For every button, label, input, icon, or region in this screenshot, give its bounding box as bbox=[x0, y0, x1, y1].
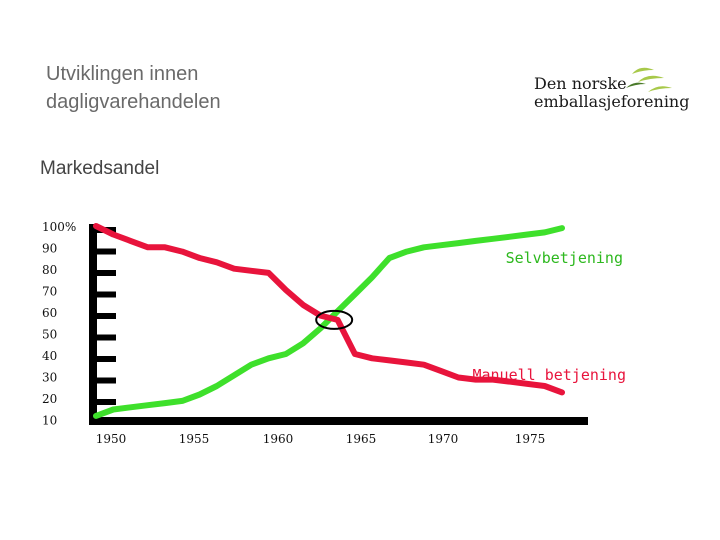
x-axis-ticks: 1950 1955 1960 1965 1970 1975 bbox=[96, 432, 546, 446]
data-point bbox=[181, 251, 183, 253]
leaf-logo-icon bbox=[626, 67, 672, 92]
series-label-selvbetjening: Selvbetjening bbox=[506, 249, 623, 267]
logo-leaf-1 bbox=[632, 67, 654, 74]
logo-leaf-4 bbox=[648, 86, 672, 92]
data-point bbox=[371, 276, 373, 278]
data-point bbox=[457, 376, 459, 378]
data-point bbox=[440, 370, 442, 372]
data-point bbox=[526, 234, 528, 236]
data-point bbox=[147, 404, 149, 406]
data-point bbox=[388, 257, 390, 259]
data-point bbox=[95, 225, 97, 227]
data-point bbox=[423, 246, 425, 248]
y-axis-ticks: 100% 90 80 70 60 50 40 30 20 10 bbox=[42, 220, 116, 428]
data-point bbox=[147, 246, 149, 248]
y-tick-label: 30 bbox=[42, 371, 57, 385]
y-tick-label: 80 bbox=[42, 263, 57, 277]
logo-text-line2: emballasjeforening bbox=[534, 92, 690, 111]
x-tick-label: 1975 bbox=[515, 432, 546, 446]
data-point bbox=[216, 385, 218, 387]
data-point bbox=[492, 238, 494, 240]
y-tick-label: 20 bbox=[42, 392, 57, 406]
x-tick-label: 1960 bbox=[263, 432, 294, 446]
chart-axes bbox=[89, 224, 588, 425]
data-point bbox=[164, 402, 166, 404]
data-point bbox=[250, 270, 252, 272]
x-tick-label: 1965 bbox=[346, 432, 377, 446]
data-point bbox=[526, 383, 528, 385]
data-point bbox=[509, 236, 511, 238]
data-point bbox=[285, 289, 287, 291]
data-point bbox=[130, 240, 132, 242]
series-line-1 bbox=[93, 225, 565, 419]
data-point bbox=[457, 242, 459, 244]
data-point bbox=[475, 240, 477, 242]
page-title: Utviklingen innen dagligvarehandelen bbox=[46, 63, 221, 113]
data-point bbox=[181, 400, 183, 402]
data-point bbox=[112, 408, 114, 410]
data-point bbox=[268, 272, 270, 274]
y-tick-label: 90 bbox=[42, 242, 57, 256]
data-point bbox=[233, 268, 235, 270]
data-point bbox=[199, 257, 201, 259]
data-point bbox=[492, 379, 494, 381]
logo-leaf-3 bbox=[626, 82, 646, 88]
data-point bbox=[371, 357, 373, 359]
y-tick-label: 60 bbox=[42, 306, 57, 320]
x-tick-label: 1955 bbox=[179, 432, 210, 446]
data-point bbox=[561, 391, 563, 393]
y-tick-label: 10 bbox=[42, 414, 57, 428]
y-tick-label: 100% bbox=[42, 220, 76, 234]
data-point bbox=[509, 381, 511, 383]
data-point bbox=[164, 246, 166, 248]
data-point bbox=[440, 244, 442, 246]
data-point bbox=[95, 415, 97, 417]
data-point bbox=[302, 304, 304, 306]
data-point bbox=[406, 251, 408, 253]
data-point bbox=[319, 327, 321, 329]
logo-leaf-2 bbox=[638, 75, 664, 82]
y-tick-label: 40 bbox=[42, 349, 57, 363]
y-tick-label: 70 bbox=[42, 285, 57, 299]
y-tick-label: 50 bbox=[42, 328, 57, 342]
data-point bbox=[302, 342, 304, 344]
data-point bbox=[561, 227, 563, 229]
series-label-manuell: Manuell betjening bbox=[472, 366, 626, 384]
x-tick-label: 1950 bbox=[96, 432, 127, 446]
brand-logo: Den norske emballasjeforening bbox=[534, 62, 689, 112]
crossing-ellipse bbox=[315, 309, 354, 330]
x-tick-label: 1970 bbox=[428, 432, 459, 446]
data-point bbox=[216, 261, 218, 263]
chart-subtitle: Markedsandel bbox=[40, 158, 160, 179]
data-point bbox=[423, 364, 425, 366]
data-point bbox=[388, 359, 390, 361]
data-point bbox=[354, 293, 356, 295]
data-point bbox=[544, 231, 546, 233]
data-point bbox=[233, 374, 235, 376]
data-point bbox=[199, 394, 201, 396]
data-point bbox=[250, 364, 252, 366]
logo-text-line1: Den norske bbox=[534, 74, 627, 93]
data-point bbox=[475, 379, 477, 381]
data-point bbox=[112, 234, 114, 236]
data-point bbox=[406, 362, 408, 364]
data-point bbox=[337, 319, 339, 321]
data-point bbox=[268, 357, 270, 359]
series-labels: Selvbetjening Manuell betjening bbox=[472, 249, 626, 384]
data-point bbox=[130, 406, 132, 408]
series-lines bbox=[93, 223, 565, 419]
series-line-2 bbox=[93, 223, 565, 396]
data-point bbox=[544, 385, 546, 387]
data-point bbox=[354, 353, 356, 355]
annotations bbox=[315, 309, 354, 330]
data-point bbox=[285, 353, 287, 355]
